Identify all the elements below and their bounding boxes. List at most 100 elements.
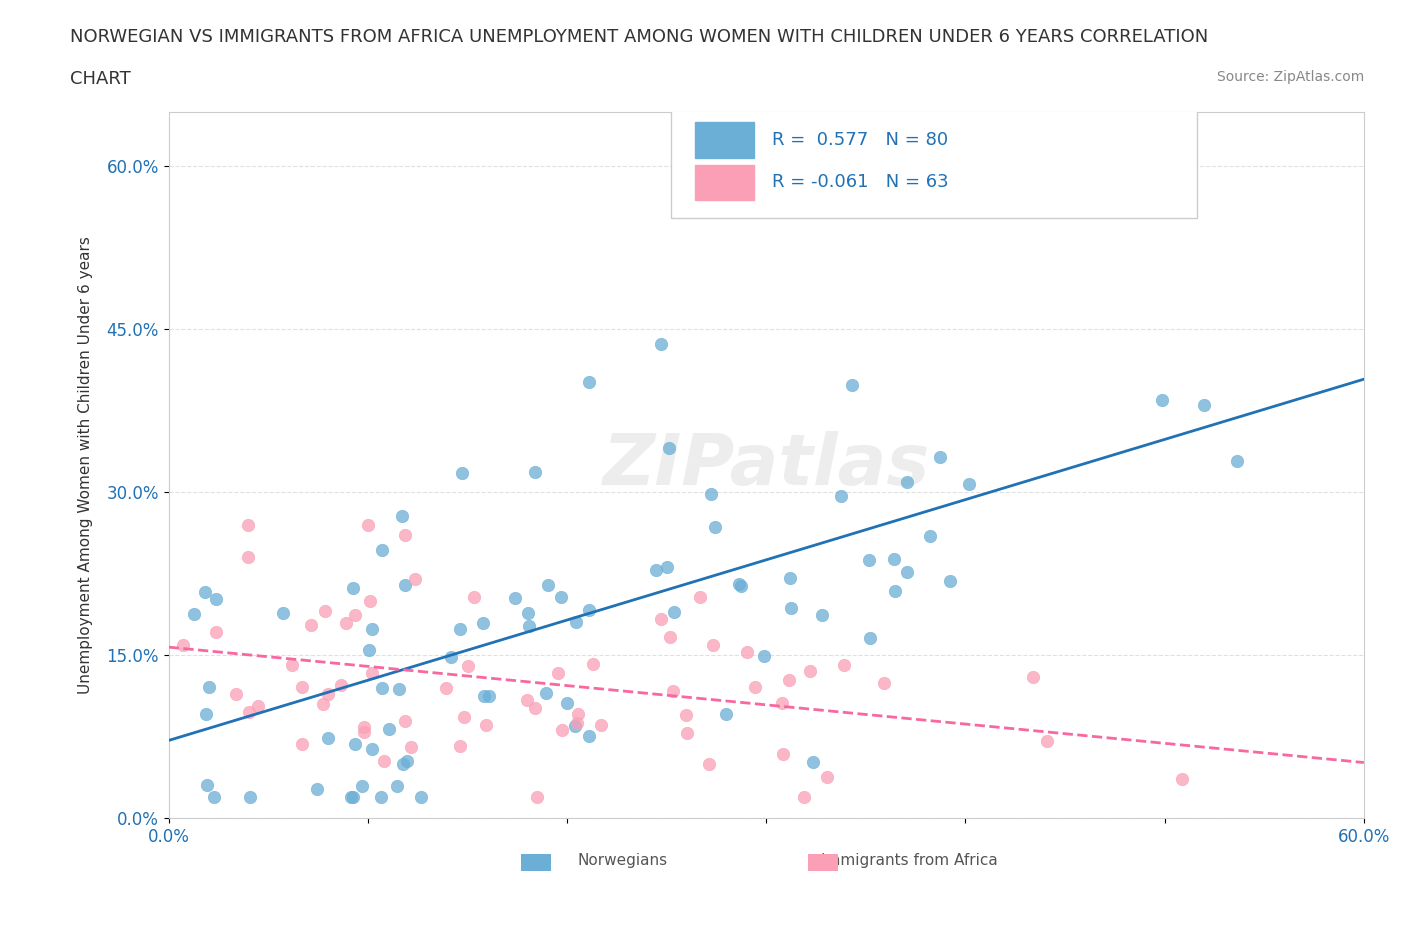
Point — [914, 192, 936, 206]
Point — [578, 728, 600, 743]
Point — [353, 720, 375, 735]
Point — [832, 658, 855, 672]
Point — [929, 450, 952, 465]
Point — [391, 508, 413, 523]
Point — [578, 375, 600, 390]
Point — [370, 543, 392, 558]
Point — [194, 584, 217, 599]
Point — [451, 466, 474, 481]
Point — [404, 572, 426, 587]
Point — [675, 725, 697, 740]
Point — [700, 486, 723, 501]
Point — [675, 707, 697, 722]
Point — [172, 637, 194, 652]
Point — [449, 738, 471, 753]
Point — [360, 742, 382, 757]
Point — [394, 713, 416, 728]
Point — [659, 630, 682, 644]
Point — [754, 648, 776, 663]
Point — [205, 625, 228, 640]
Point — [378, 722, 401, 737]
Point — [183, 607, 205, 622]
Point — [650, 611, 672, 626]
Point — [872, 676, 894, 691]
FancyBboxPatch shape — [695, 122, 754, 157]
Point — [434, 681, 457, 696]
Point — [395, 754, 418, 769]
FancyBboxPatch shape — [522, 854, 551, 871]
Point — [373, 753, 395, 768]
Point — [799, 664, 821, 679]
Text: NORWEGIAN VS IMMIGRANTS FROM AFRICA UNEMPLOYMENT AMONG WOMEN WITH CHILDREN UNDER: NORWEGIAN VS IMMIGRANTS FROM AFRICA UNEM… — [70, 28, 1209, 46]
Point — [342, 790, 364, 804]
Point — [830, 488, 852, 503]
Point — [727, 577, 749, 591]
Point — [449, 622, 471, 637]
Point — [778, 672, 800, 687]
Point — [564, 719, 586, 734]
Point — [939, 573, 962, 588]
Point — [343, 607, 366, 622]
Point — [744, 680, 766, 695]
Point — [342, 580, 364, 595]
Point — [534, 685, 557, 700]
Point — [810, 607, 832, 622]
Point — [841, 378, 863, 392]
Point — [197, 680, 219, 695]
Point — [883, 551, 905, 566]
Point — [195, 707, 218, 722]
Point — [896, 565, 918, 579]
Point — [567, 706, 589, 721]
Point — [385, 778, 408, 793]
Point — [411, 790, 433, 804]
Point — [516, 605, 538, 620]
Point — [884, 584, 907, 599]
Point — [401, 740, 423, 755]
Point — [662, 605, 685, 620]
Point — [655, 560, 678, 575]
Point — [291, 680, 314, 695]
Point — [650, 337, 672, 352]
Text: Immigrants from Africa: Immigrants from Africa — [821, 854, 998, 869]
Point — [205, 591, 228, 606]
Point — [371, 681, 394, 696]
Point — [1152, 392, 1174, 407]
Point — [517, 618, 540, 633]
Point — [565, 615, 588, 630]
Point — [478, 689, 501, 704]
Point — [271, 605, 294, 620]
Point — [318, 731, 340, 746]
Point — [896, 474, 918, 489]
Point — [735, 645, 758, 660]
Point — [662, 684, 685, 698]
Point — [457, 658, 479, 673]
Point — [312, 696, 335, 711]
Text: R =  0.577   N = 80: R = 0.577 N = 80 — [772, 131, 949, 149]
Point — [503, 591, 526, 605]
Point — [316, 686, 339, 701]
Point — [440, 649, 463, 664]
Point — [202, 790, 225, 804]
Point — [340, 790, 363, 804]
Point — [225, 686, 247, 701]
Text: Norwegians: Norwegians — [578, 854, 668, 869]
Y-axis label: Unemployment Among Women with Children Under 6 years: Unemployment Among Women with Children U… — [77, 236, 93, 694]
Point — [388, 681, 411, 696]
Point — [247, 698, 270, 713]
Point — [547, 666, 569, 681]
Point — [1194, 398, 1216, 413]
Point — [524, 464, 547, 479]
Text: R = -0.061   N = 63: R = -0.061 N = 63 — [772, 173, 949, 192]
Point — [335, 616, 357, 631]
Point — [359, 643, 381, 658]
Point — [344, 737, 367, 751]
Point — [697, 756, 720, 771]
Point — [472, 616, 495, 631]
Point — [779, 570, 801, 585]
Point — [314, 603, 336, 618]
Point — [1036, 734, 1059, 749]
Point — [299, 618, 322, 632]
Point — [307, 782, 329, 797]
Point — [1022, 670, 1045, 684]
Point — [689, 590, 711, 604]
